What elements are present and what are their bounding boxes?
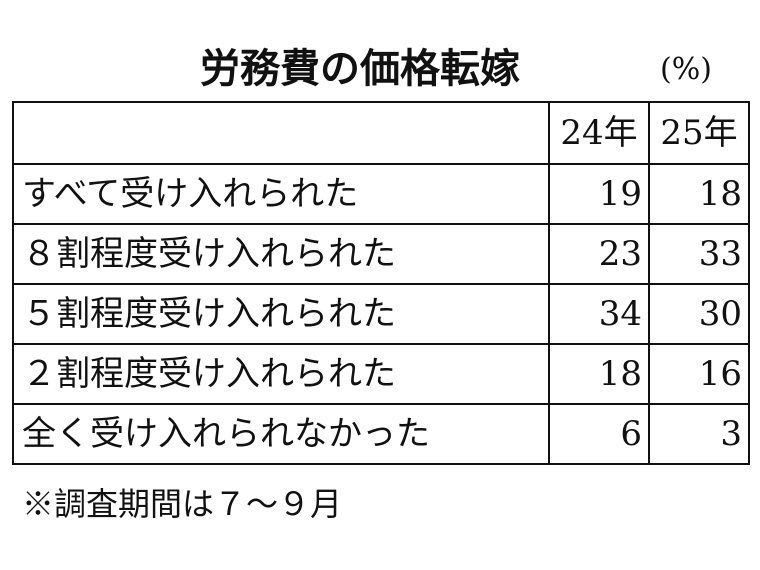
cell-24: 6 [548,403,650,465]
header-row: 24年 25年 [12,101,750,165]
cell-24: 23 [548,223,650,285]
header-24: 24年 [548,101,650,165]
unit-label: (%) [660,52,712,87]
table-row: ５割程度受け入れられた 34 30 [12,283,750,345]
data-table: 24年 25年 すべて受け入れられた 19 18 ８割程度受け入れられた 23 … [12,101,750,465]
header-blank [12,101,550,165]
cell-24: 34 [548,283,650,345]
cell-24: 19 [548,163,650,225]
row-label: 全く受け入れられなかった [12,403,550,465]
table-row: ８割程度受け入れられた 23 33 [12,223,750,285]
cell-25: 3 [648,403,750,465]
cell-25: 16 [648,343,750,405]
table-row: すべて受け入れられた 19 18 [12,163,750,225]
row-label: すべて受け入れられた [12,163,550,225]
cell-25: 33 [648,223,750,285]
table-row: ２割程度受け入れられた 18 16 [12,343,750,405]
row-label: ２割程度受け入れられた [12,343,550,405]
cell-24: 18 [548,343,650,405]
header-25: 25年 [648,101,750,165]
cell-25: 18 [648,163,750,225]
row-label: ８割程度受け入れられた [12,223,550,285]
cell-25: 30 [648,283,750,345]
row-label: ５割程度受け入れられた [12,283,550,345]
table-title: 労務費の価格転嫁 [200,46,520,92]
footnote: ※調査期間は７～９月 [22,485,343,523]
table-row: 全く受け入れられなかった 6 3 [12,403,750,465]
